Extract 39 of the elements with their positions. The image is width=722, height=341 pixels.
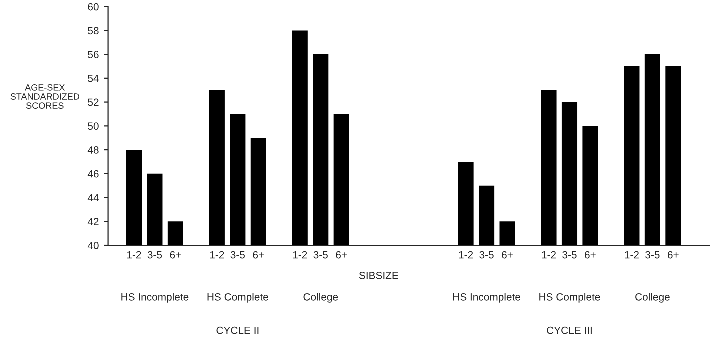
y-tick-label: 40 <box>88 242 99 250</box>
y-tick-label: 50 <box>88 122 99 130</box>
text: HS Incomplete <box>122 293 189 303</box>
x-tick-label: 1-2 <box>459 251 474 259</box>
x-tick-label: 3-5 <box>314 251 328 259</box>
x-tick-label: 1-2 <box>625 251 639 259</box>
y-tick-label: 58 <box>88 27 99 35</box>
x-tick-label: 6+ <box>170 251 182 259</box>
x-tick-label: 3-5 <box>148 251 162 259</box>
text: College <box>636 293 670 303</box>
x-tick-label: 3-5 <box>480 251 494 259</box>
y-axis-title: AGE-SEX STANDARDIZED SCORES <box>10 84 80 110</box>
x-tick-label: 1-2 <box>293 251 308 259</box>
y-tick-label: 46 <box>88 170 99 178</box>
y-tick-label: 42 <box>88 218 99 226</box>
text: CYCLE II <box>216 326 259 334</box>
x-tick-label: 1-2 <box>210 251 224 259</box>
x-tick-label: 6+ <box>585 251 596 259</box>
x-tick-label: 6+ <box>336 251 348 259</box>
x-tick-label: 1-2 <box>542 251 556 259</box>
x-tick-label: 1-2 <box>127 251 142 259</box>
text: HS Incomplete <box>453 293 520 303</box>
x-axis-title: SIBSIZE <box>359 272 398 280</box>
y-tick-label: 56 <box>88 51 99 58</box>
x-tick-label: 3-5 <box>230 251 246 259</box>
y-tick-label: 60 <box>88 3 99 11</box>
y-tick-label: 54 <box>88 75 99 82</box>
text: College <box>304 293 338 303</box>
x-tick-label: 6+ <box>668 251 679 259</box>
y-tick-label: 44 <box>88 194 99 202</box>
x-tick-label: 6+ <box>502 251 513 259</box>
y-tick-label: 52 <box>88 98 99 106</box>
y-tick-label: 48 <box>88 146 99 154</box>
x-tick-label: 6+ <box>253 251 264 259</box>
x-tick-label: 3-5 <box>646 251 660 259</box>
x-tick-label: 3-5 <box>562 251 577 259</box>
text: CYCLE III <box>547 326 592 334</box>
text: HS Complete <box>208 293 268 303</box>
text: HS Complete <box>540 293 600 303</box>
